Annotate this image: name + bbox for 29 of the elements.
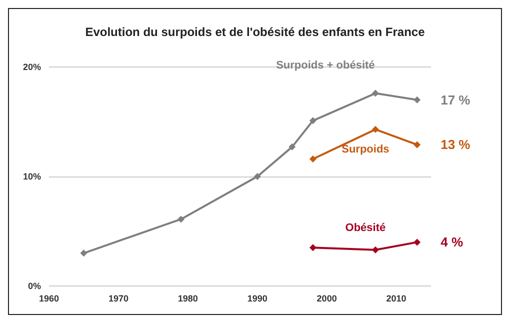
data-label: 17 % [440,92,471,108]
x-tick-label: 1990 [247,294,268,304]
point [414,238,421,246]
data-label: 4 % [440,234,464,250]
chart-title: Evolution du surpoids et de l'obésité des enfants en France [85,25,426,39]
point [254,173,261,180]
series-label: Obésité [345,222,386,234]
x-tick-label: 1960 [38,294,60,304]
x-tick-label: 2000 [316,294,337,304]
point [177,216,184,223]
point [414,141,421,148]
point [309,155,316,162]
data-label: 13 % [440,137,471,152]
point [372,246,379,254]
x-tick-label: 1970 [108,294,128,304]
y-tick-label: 10% [22,172,41,182]
y-tick-label: 0% [28,281,41,291]
y-tick-label: 20% [22,62,41,72]
x-tick-label: 2010 [386,294,406,304]
point [372,126,379,133]
point [372,90,379,97]
series-label: Surpoids + obésité [276,59,375,72]
point [288,143,296,150]
point [414,96,421,104]
point [309,244,316,252]
series-label: Surpoids [342,143,390,156]
point [309,117,316,124]
x-tick-label: 1980 [178,294,198,304]
point [80,250,88,257]
